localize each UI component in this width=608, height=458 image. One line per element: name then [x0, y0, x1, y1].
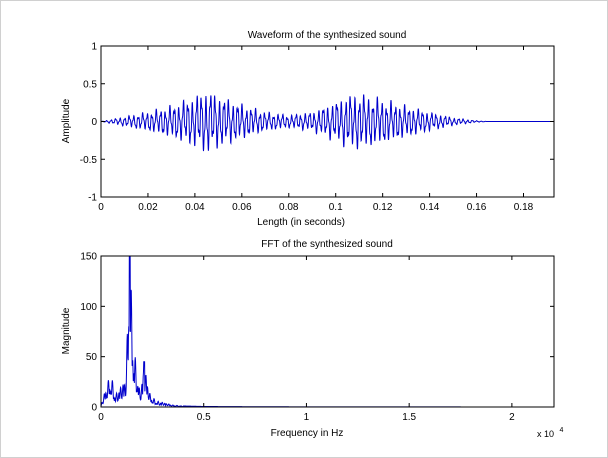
waveform-xtick-label: 0.16 — [467, 202, 487, 213]
waveform-title: Waveform of the synthesized sound — [248, 30, 407, 41]
waveform-axes-box — [100, 45, 555, 198]
waveform-xticks: 0 0.02 0.04 0.06 0.08 0.1 0.12 0.14 0.16 0.18 — [98, 46, 534, 213]
waveform-axes: 0 0.02 0.04 0.06 0.08 0.1 0.12 0.14 0.16 0.18 -1 -… — [61, 30, 555, 228]
waveform-ytick-label: -0.5 — [80, 155, 98, 166]
waveform-xtick-label: 0.04 — [185, 202, 205, 213]
fft-xtick-label: 0.5 — [197, 412, 211, 423]
fft-axes-box — [100, 255, 555, 408]
fft-xtick-label: 1.5 — [402, 412, 416, 423]
waveform-series-line — [100, 94, 554, 152]
fft-xlabel: Frequency in Hz — [271, 428, 344, 439]
fft-title: FFT of the synthesized sound — [261, 239, 393, 250]
waveform-xtick-label: 0 — [98, 202, 104, 213]
waveform-xtick-label: 0.18 — [514, 202, 534, 213]
waveform-xtick-label: 0.06 — [232, 202, 252, 213]
waveform-series-group — [100, 94, 554, 152]
waveform-xtick-label: 0.1 — [329, 202, 343, 213]
waveform-ylabel: Amplitude — [61, 98, 72, 143]
fft-x-multiplier-exp: 4 — [559, 427, 563, 434]
waveform-xtick-label: 0.02 — [138, 202, 158, 213]
fft-ylabel: Magnitude — [61, 307, 72, 354]
fft-xtick-label: 0 — [98, 412, 104, 423]
fft-axes: 0 0.5 1 1.5 2 0 50 100 150 FFT of the synthesiz… — [61, 239, 563, 441]
waveform-xtick-label: 0.08 — [279, 202, 299, 213]
waveform-xtick-label: 0.14 — [420, 202, 440, 213]
waveform-ytick-label: 0 — [91, 117, 97, 128]
waveform-ytick-label: 1 — [91, 42, 97, 53]
fft-x-multiplier-base: x 10 — [537, 429, 554, 439]
waveform-ytick-label: -1 — [88, 193, 97, 204]
fft-xtick-label: 2 — [509, 412, 515, 423]
fft-ytick-label: 0 — [91, 403, 97, 414]
waveform-xlabel: Length (in seconds) — [257, 217, 345, 228]
fft-xtick-label: 1 — [304, 412, 310, 423]
fft-ytick-label: 50 — [86, 352, 98, 363]
fft-ytick-label: 150 — [80, 252, 97, 263]
waveform-xtick-label: 0.12 — [373, 202, 393, 213]
fft-ytick-label: 100 — [80, 302, 97, 313]
waveform-ytick-label: 0.5 — [83, 79, 97, 90]
fft-x-multiplier: x 10 4 — [537, 424, 563, 441]
